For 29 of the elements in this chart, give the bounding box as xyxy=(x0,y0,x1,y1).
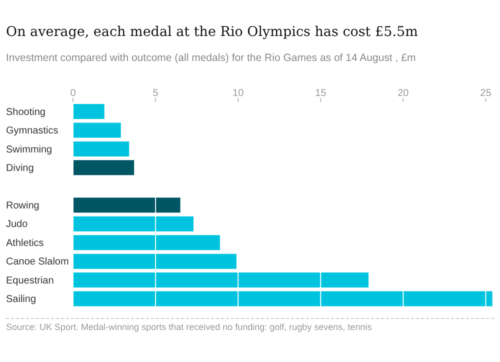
bar xyxy=(73,254,236,269)
bar xyxy=(73,291,492,306)
y-tick-label: Rowing xyxy=(6,200,40,212)
y-tick-label: Equestrian xyxy=(6,275,54,286)
x-tick-label: 5 xyxy=(152,88,159,99)
chart-subtitle: Investment compared with outcome (all medals) for the Rio Games as of 14 August , £m xyxy=(6,52,416,64)
x-tick-label: 25 xyxy=(480,88,492,99)
x-tick-label: 0 xyxy=(70,88,76,99)
bar xyxy=(73,160,134,176)
bar xyxy=(73,272,369,288)
bar xyxy=(73,104,104,119)
y-tick-label: Shooting xyxy=(6,106,46,118)
y-tick-label: Judo xyxy=(6,219,28,230)
x-tick-label: 20 xyxy=(398,88,410,99)
y-tick-label: Gymnastics xyxy=(6,126,58,137)
source-note: Source: UK Sport. Medal-winning sports that received no funding: golf, rugby sevens, tennis xyxy=(6,322,372,332)
chart-title: On average, each medal at the Rio Olympics has cost £5.5m xyxy=(6,24,418,40)
bar xyxy=(73,122,121,138)
bar xyxy=(73,141,130,156)
y-tick-label: Canoe Slalom xyxy=(6,256,69,268)
y-tick-label: Athletics xyxy=(6,238,44,249)
y-tick-label: Swimming xyxy=(6,144,52,156)
x-tick-label: 10 xyxy=(232,88,244,99)
bar xyxy=(73,198,180,213)
y-tick-label: Diving xyxy=(6,163,34,174)
y-tick-label: Sailing xyxy=(6,294,36,306)
bar xyxy=(73,235,220,250)
bar xyxy=(73,216,194,232)
x-tick-label: 15 xyxy=(315,88,327,99)
